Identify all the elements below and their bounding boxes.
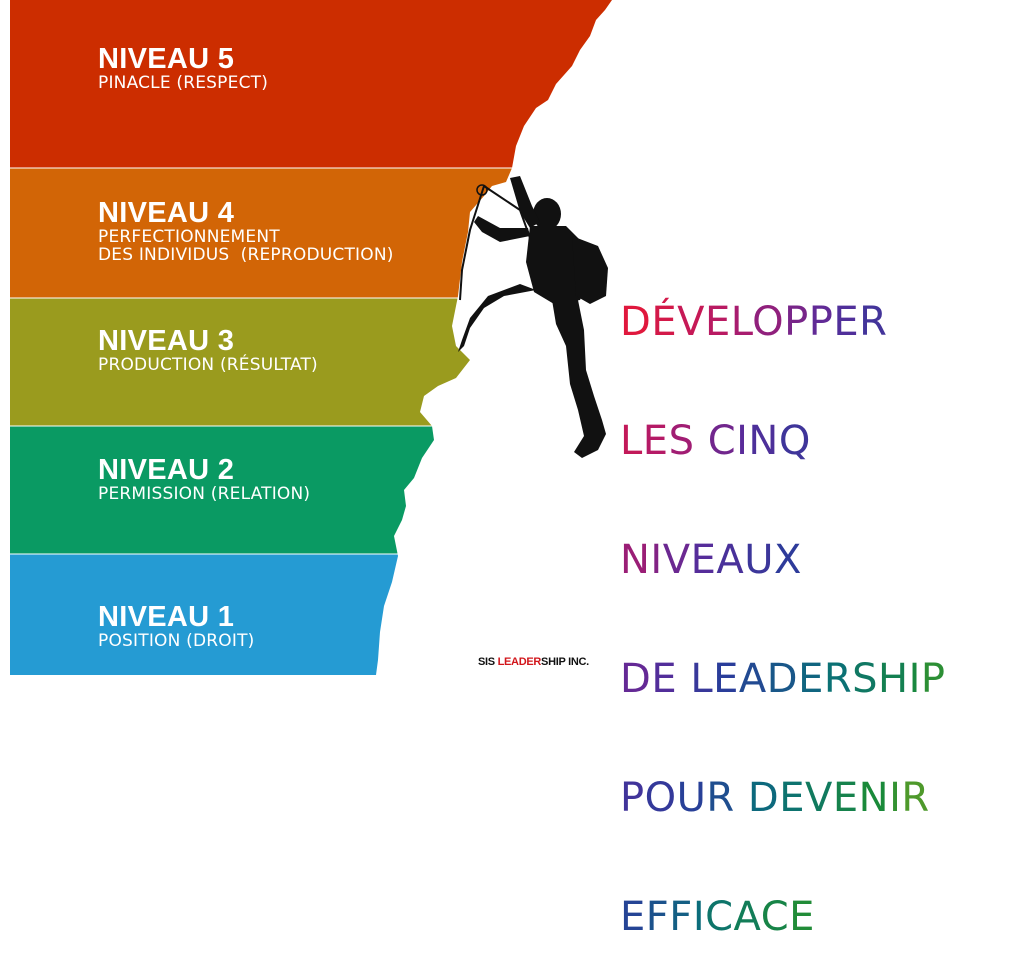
headline: DÉVELOPPER LES CINQ NIVEAUX DE LEADERSHI… [620,222,946,976]
level-2-title: NIVEAU 2 [98,454,235,486]
headline-line-4: DE LEADERSHIP [620,656,946,702]
level-3: NIVEAU 3 PRODUCTION (RÉSULTAT) [98,326,318,374]
climber-silhouette-icon [458,176,608,458]
footer-accent: LEADER [497,656,542,668]
level-4: NIVEAU 4 PERFECTIONNEMENT DES INDIVIDUS … [98,198,394,264]
footer-prefix: SIS [478,656,498,668]
headline-line-3: NIVEAUX [620,537,802,583]
headline-line-2: LES CINQ [620,418,811,464]
cliff-illustration [0,0,612,675]
level-4-desc-line-2: DES INDIVIDUS (REPRODUCTION) [98,245,394,265]
level-2: NIVEAU 2 PERMISSION (RELATION) [98,455,310,503]
level-4-desc-line-1: PERFECTIONNEMENT [98,227,280,247]
level-1: NIVEAU 1 POSITION (DROIT) [98,602,254,650]
level-1-desc: POSITION (DROIT) [98,631,255,651]
headline-line-6: EFFICACE [620,894,815,940]
footer-brand: SIS LEADERSHIP INC. [478,656,589,668]
footer-suffix: SHIP INC. [541,656,589,668]
level-3-desc: PRODUCTION (RÉSULTAT) [98,355,318,375]
level-5: NIVEAU 5 PINACLE (RESPECT) [98,44,268,92]
headline-line-5: POUR DEVENIR [620,775,930,821]
level-2-desc: PERMISSION (RELATION) [98,484,311,504]
level-1-title: NIVEAU 1 [98,601,235,633]
level-5-desc: PINACLE (RESPECT) [98,73,269,93]
level-5-title: NIVEAU 5 [98,43,235,75]
headline-line-1: DÉVELOPPER [620,299,888,345]
band-level-5 [0,0,612,168]
level-3-title: NIVEAU 3 [98,325,235,357]
level-4-title: NIVEAU 4 [98,197,235,229]
